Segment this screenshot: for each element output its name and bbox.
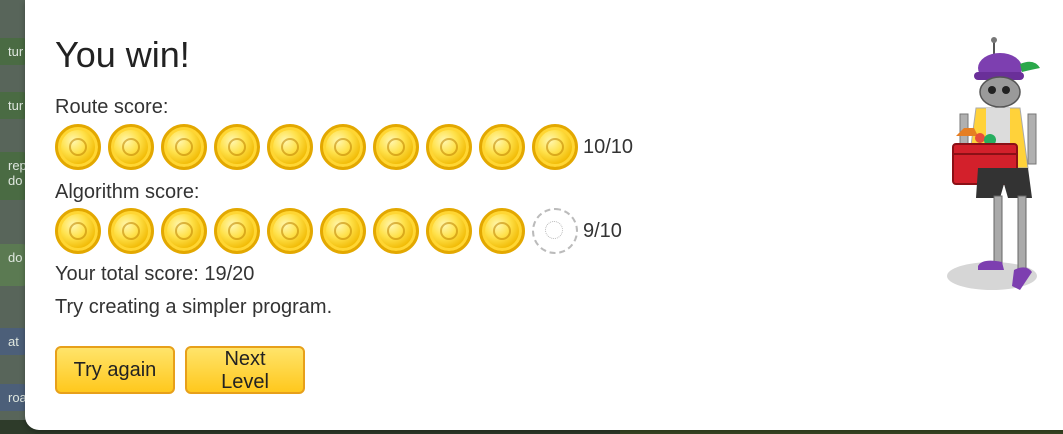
- gold-coin-icon: [479, 208, 525, 254]
- route-score-label: Route score:: [55, 96, 169, 118]
- gold-coin-icon: [108, 124, 154, 170]
- gold-coin-icon: [55, 124, 101, 170]
- gold-coin-icon: [267, 208, 313, 254]
- gold-coin-icon: [532, 124, 578, 170]
- gold-coin-icon: [214, 208, 260, 254]
- gold-coin-icon: [214, 124, 260, 170]
- gold-coin-icon: [373, 208, 419, 254]
- robot-character-icon: [947, 37, 1040, 290]
- gold-coin-icon: [55, 208, 101, 254]
- gold-coin-icon: [373, 124, 419, 170]
- hint-text: Try creating a simpler program.: [55, 296, 333, 318]
- total-score: Your total score: 19/20: [55, 263, 255, 285]
- route-score-coins: 10/10: [55, 124, 633, 170]
- route-score-count: 10/10: [583, 135, 634, 158]
- gold-coin-icon: [479, 124, 525, 170]
- win-dialog: You win! Route score: 10/10 Algorithm sc…: [25, 0, 1063, 430]
- gold-coin-icon: [320, 124, 366, 170]
- gold-coin-icon: [426, 208, 472, 254]
- algorithm-score-label: Algorithm score:: [55, 181, 200, 203]
- algorithm-score-coins: 9/10: [55, 208, 622, 254]
- dialog-title: You win!: [55, 34, 190, 75]
- gold-coin-icon: [320, 208, 366, 254]
- gold-coin-icon: [426, 124, 472, 170]
- empty-coin-icon: [532, 208, 578, 254]
- algorithm-score-count: 9/10: [583, 219, 622, 242]
- next-level-button[interactable]: Next Level: [185, 346, 305, 394]
- gold-coin-icon: [161, 208, 207, 254]
- try-again-button[interactable]: Try again: [55, 346, 175, 394]
- gold-coin-icon: [267, 124, 313, 170]
- gold-coin-icon: [108, 208, 154, 254]
- gold-coin-icon: [161, 124, 207, 170]
